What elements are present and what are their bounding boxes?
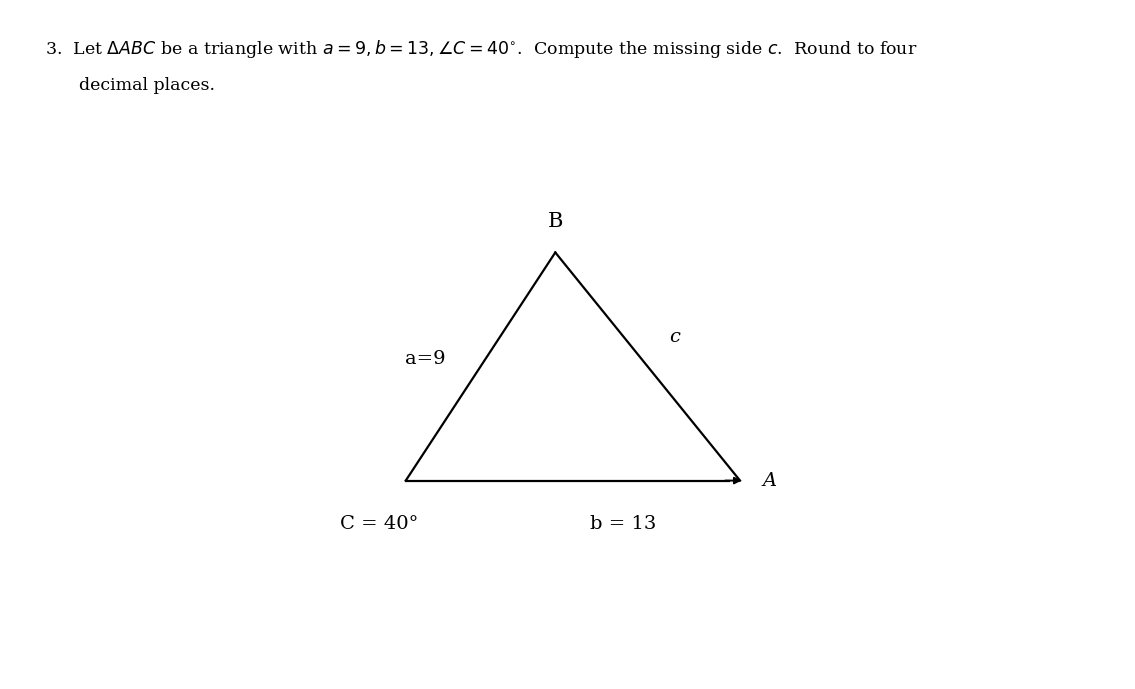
Text: c: c xyxy=(670,329,681,347)
Text: decimal places.: decimal places. xyxy=(79,77,216,94)
Text: C = 40°: C = 40° xyxy=(340,515,419,533)
Text: 3.  Let $\Delta ABC$ be a triangle with $a = 9, b = 13, \angle C = 40^{\circ}$. : 3. Let $\Delta ABC$ be a triangle with $… xyxy=(45,38,918,60)
Text: A: A xyxy=(762,471,776,490)
Text: a=9: a=9 xyxy=(405,349,445,367)
Text: b = 13: b = 13 xyxy=(590,515,657,533)
Text: B: B xyxy=(547,212,563,232)
